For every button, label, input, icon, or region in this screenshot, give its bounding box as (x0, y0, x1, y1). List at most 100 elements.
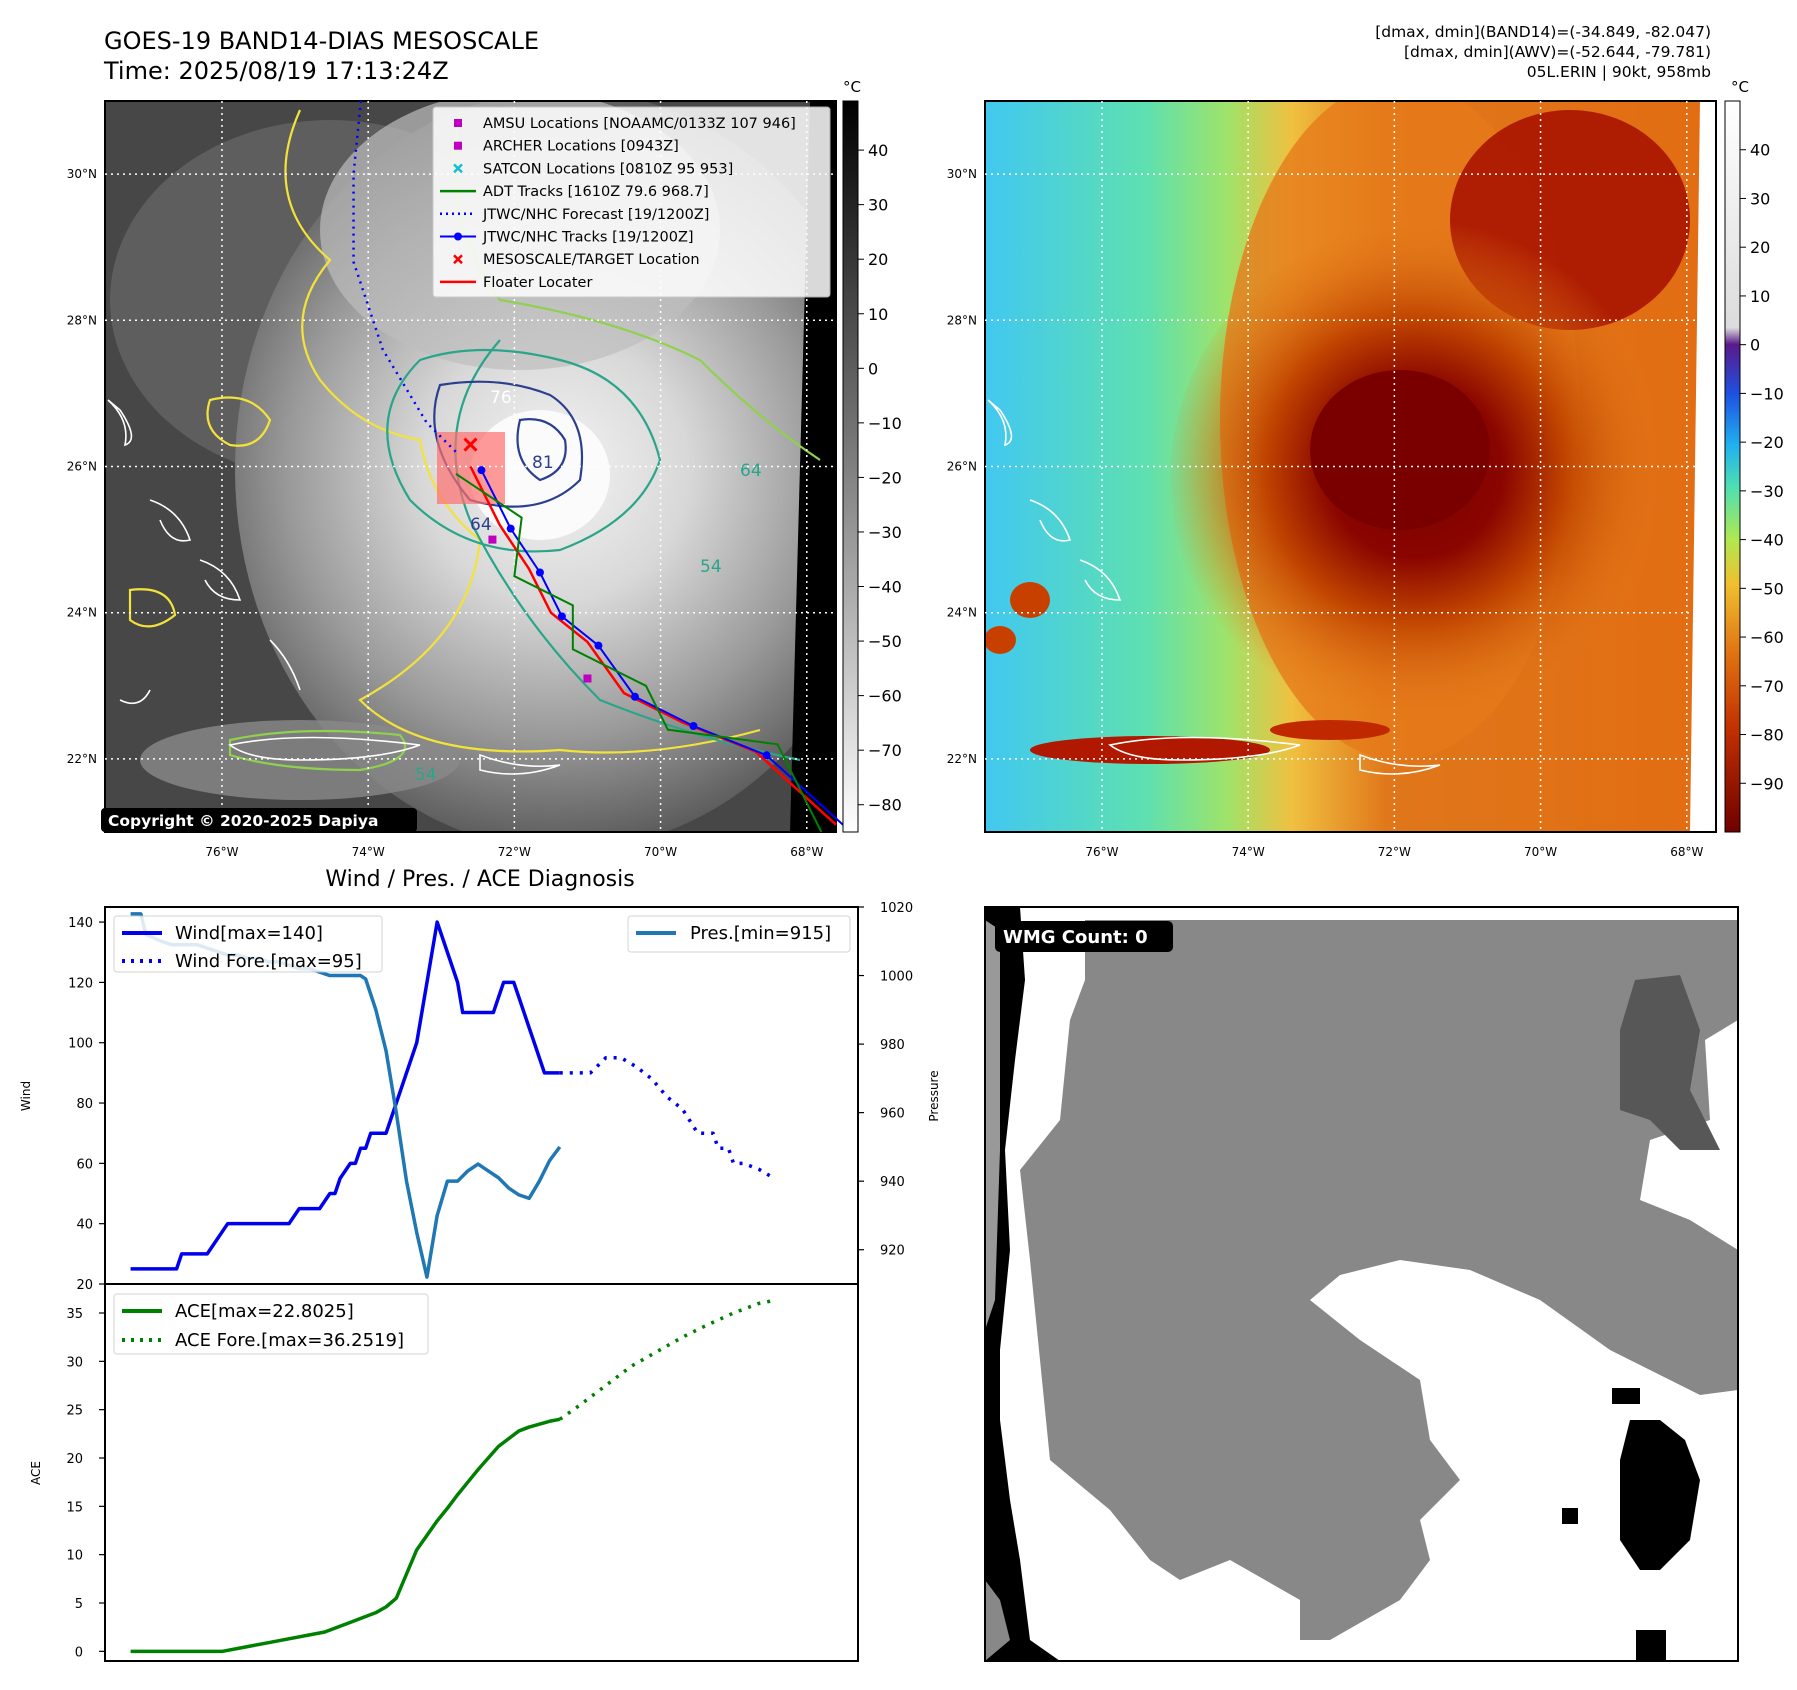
track-point (557, 612, 566, 621)
left-colorbar-ticks: 40 30 20 10 0 −10 −20 −30 −40 −50 −60 −70 −80 (858, 141, 902, 815)
coastlines (107, 399, 561, 775)
legend-dot-icon (454, 232, 462, 241)
legend-label: ARCHER Locations [0943Z] (483, 139, 679, 155)
contour-label: 64 (470, 515, 492, 535)
wind-tick-label: 40 (76, 1218, 93, 1233)
wind-axis-label: Wind (19, 1081, 33, 1111)
pressure-tick-label: 960 (880, 1107, 905, 1122)
pressure-tick-label: 920 (880, 1244, 905, 1259)
colorbar-tick-label: −70 (1750, 677, 1784, 696)
colorbar-tick-label: 0 (868, 359, 878, 378)
archer-marker (488, 535, 497, 544)
lat-tick-label: 24°N (67, 606, 97, 620)
lon-tick-label: 70°W (1524, 845, 1557, 859)
stats-awv: [dmax, dmin](AWV)=(-52.644, -79.781) (1404, 43, 1711, 61)
colorbar-tick-label: 40 (1750, 141, 1770, 160)
track-point (535, 568, 544, 577)
lon-tick-label: 72°W (498, 845, 531, 859)
colorbar-tick-label: −50 (1750, 579, 1784, 598)
wmg-classification-grid (985, 907, 1738, 1661)
colorbar-tick-label: 20 (868, 250, 888, 269)
contour-label: 76 (490, 388, 512, 408)
colorbar-tick-label: 10 (868, 305, 888, 324)
pressure-tick-label: 940 (880, 1175, 905, 1190)
ace-tick-label: 35 (66, 1307, 83, 1322)
lat-tick-label: 22°N (947, 752, 977, 766)
colorbar-tick-label: 20 (1750, 238, 1770, 257)
colorbar-tick-label: −80 (1750, 726, 1784, 745)
wind-tick-label: 60 (76, 1157, 93, 1172)
title-line-2: Time: 2025/08/19 17:13:24Z (104, 57, 449, 85)
wind-legend: Wind[max=140] Wind Fore.[max=95] (113, 915, 383, 973)
archer-marker (583, 674, 592, 683)
left-colorbar-unit: °C (843, 78, 861, 96)
contour-lines (128, 109, 821, 772)
series-wind (130, 920, 560, 1271)
lon-tick-label: 74°W (352, 845, 385, 859)
lon-tick-label: 68°W (790, 845, 823, 859)
legend-x-icon (453, 254, 463, 265)
ace-legend: ACE[max=22.8025] ACE Fore.[max=36.2519] (113, 1293, 429, 1355)
colorbar-tick-label: 10 (1750, 287, 1770, 306)
contour-label: 81 (532, 453, 554, 473)
ace-tick-label: 25 (66, 1404, 83, 1419)
lat-tick-label: 22°N (67, 752, 97, 766)
wind-tick-label: 80 (76, 1097, 93, 1112)
series-ace (130, 1417, 561, 1654)
legend-ace: ACE[max=22.8025] (175, 1301, 354, 1322)
colorbar-tick-label: −20 (1750, 433, 1784, 452)
wind-tick-label: 100 (68, 1037, 93, 1052)
colorbar-tick-label: 30 (868, 196, 888, 215)
track-point (630, 692, 639, 701)
ace-tick-label: 15 (66, 1500, 83, 1515)
right-map-axis-labels: 30°N 28°N 26°N 24°N 22°N 76°W 74°W 72°W 70°W 68°W (947, 167, 1704, 859)
wmg-count: WMG Count: 0 (1003, 927, 1148, 948)
ace-tick-label: 5 (75, 1597, 83, 1612)
colorbar-tick-label: −60 (1750, 628, 1784, 647)
lon-tick-label: 70°W (644, 845, 677, 859)
wind-tick-label: 20 (76, 1278, 93, 1293)
right-colorbar (1724, 100, 1741, 833)
pressure-axis-ticks: 920 940 960 980 1000 1020 (858, 901, 913, 1259)
lon-tick-label: 72°W (1378, 845, 1411, 859)
stats-band14: [dmax, dmin](BAND14)=(-34.849, -82.047) (1375, 23, 1711, 41)
wind-axis-ticks: 20 40 60 80 100 120 140 (68, 916, 105, 1293)
right-colorbar-unit: °C (1731, 78, 1749, 96)
colorbar-tick-label: −30 (868, 523, 902, 542)
colorbar-tick-label: −70 (868, 741, 902, 760)
left-map-axis-labels: 30°N 28°N 26°N 24°N 22°N 76°W 74°W 72°W 70°W 68°W (67, 167, 824, 859)
right-map-gridlines (985, 101, 1716, 832)
colorbar-tick-label: 30 (1750, 189, 1770, 208)
track-point (506, 524, 515, 533)
legend-label: JTWC/NHC Forecast [19/1200Z] (482, 207, 709, 223)
ace-tick-label: 20 (66, 1452, 83, 1467)
colorbar-tick-label: −40 (868, 578, 902, 597)
legend-label: JTWC/NHC Tracks [19/1200Z] (482, 230, 694, 246)
lon-tick-label: 76°W (205, 845, 238, 859)
legend-ace-forecast: ACE Fore.[max=36.2519] (175, 1330, 404, 1351)
legend-label: Floater Locater (483, 275, 592, 291)
legend-wind-forecast: Wind Fore.[max=95] (175, 951, 362, 972)
pressure-legend: Pres.[min=915] (627, 915, 851, 953)
lon-tick-label: 76°W (1085, 845, 1118, 859)
colorbar-tick-label: −10 (1750, 384, 1784, 403)
lat-tick-label: 28°N (67, 313, 97, 327)
track-point (594, 641, 603, 650)
left-colorbar (842, 100, 859, 833)
colorbar-tick-label: −60 (868, 687, 902, 706)
colorbar-tick-label: −90 (1750, 774, 1784, 793)
series-ace-fore (558, 1298, 775, 1421)
contour-label: 54 (700, 557, 722, 577)
ace-tick-label: 10 (66, 1549, 83, 1564)
copyright-text: Copyright © 2020-2025 Dapiya (108, 812, 378, 830)
lat-tick-label: 24°N (947, 606, 977, 620)
track-point (762, 751, 771, 760)
colorbar-tick-label: −80 (868, 796, 902, 815)
legend-label: SATCON Locations [0810Z 95 953] (483, 161, 733, 177)
ace-axis-ticks: 0 5 10 15 20 25 30 35 (66, 1307, 105, 1660)
legend-square-icon (454, 141, 462, 150)
